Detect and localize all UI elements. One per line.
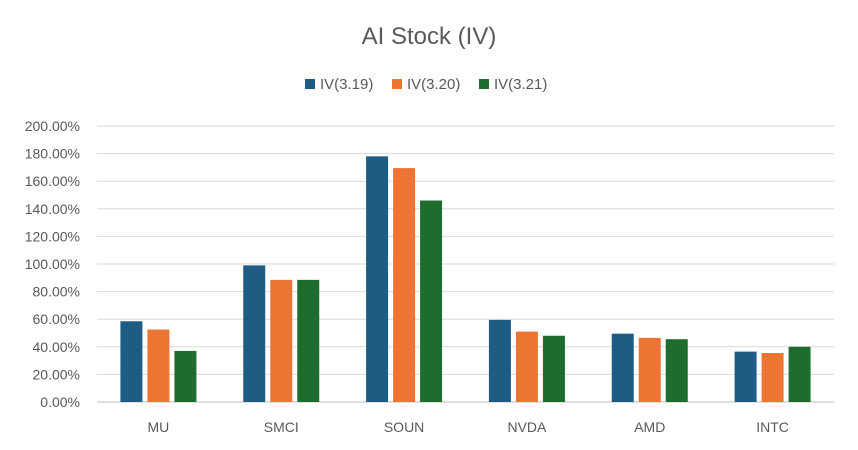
bar-soun-series-3 xyxy=(420,200,443,402)
y-tick-label: 140.00% xyxy=(25,201,80,217)
bar-smci-series-3 xyxy=(297,279,320,402)
bar-smci-series-1 xyxy=(243,265,266,402)
y-tick-label: 120.00% xyxy=(25,228,80,244)
bar-intc-series-1 xyxy=(734,351,757,402)
bar-nvda-series-1 xyxy=(488,319,511,402)
legend-swatch-2 xyxy=(392,79,402,89)
y-tick-label: 40.00% xyxy=(33,339,80,355)
x-category-label: SOUN xyxy=(384,419,424,435)
bar-amd-series-1 xyxy=(611,333,634,402)
y-tick-label: 180.00% xyxy=(25,146,80,162)
bar-soun-series-2 xyxy=(393,168,416,402)
bar-amd-series-3 xyxy=(665,339,688,402)
bar-intc-series-2 xyxy=(761,353,784,402)
x-category-label: NVDA xyxy=(507,419,547,435)
bars xyxy=(120,156,811,402)
bar-amd-series-2 xyxy=(638,337,661,402)
y-tick-label: 80.00% xyxy=(33,284,80,300)
bar-soun-series-1 xyxy=(366,156,389,402)
y-tick-label: 200.00% xyxy=(25,118,80,134)
y-axis: 0.00% 20.00% 40.00% 60.00% 80.00% 100.00% 120.… xyxy=(25,118,80,410)
x-axis: MU SMCI SOUN NVDA AMD INTC xyxy=(148,419,789,435)
y-tick-label: 160.00% xyxy=(25,173,80,189)
x-category-label: SMCI xyxy=(264,419,299,435)
x-category-label: AMD xyxy=(634,419,665,435)
bar-mu-series-1 xyxy=(120,321,143,402)
y-tick-label: 20.00% xyxy=(33,366,80,382)
bar-nvda-series-2 xyxy=(515,331,538,402)
legend-swatch-1 xyxy=(305,79,315,89)
legend: IV(3.19) IV(3.20) IV(3.21) xyxy=(305,76,547,93)
gridlines xyxy=(97,125,834,403)
y-tick-label: 0.00% xyxy=(40,394,80,410)
x-category-label: INTC xyxy=(756,419,789,435)
bar-mu-series-2 xyxy=(147,329,170,402)
legend-label-1: IV(3.19) xyxy=(320,76,373,93)
y-tick-label: 100.00% xyxy=(25,256,80,272)
chart-title: AI Stock (IV) xyxy=(362,23,497,50)
legend-label-2: IV(3.20) xyxy=(407,76,460,93)
y-tick-label: 60.00% xyxy=(33,311,80,327)
bar-nvda-series-3 xyxy=(542,335,565,402)
x-category-label: MU xyxy=(148,419,170,435)
bar-mu-series-3 xyxy=(174,350,197,402)
legend-swatch-3 xyxy=(479,79,489,89)
bar-intc-series-3 xyxy=(788,346,811,402)
legend-label-3: IV(3.21) xyxy=(494,76,547,93)
bar-smci-series-2 xyxy=(270,279,293,402)
